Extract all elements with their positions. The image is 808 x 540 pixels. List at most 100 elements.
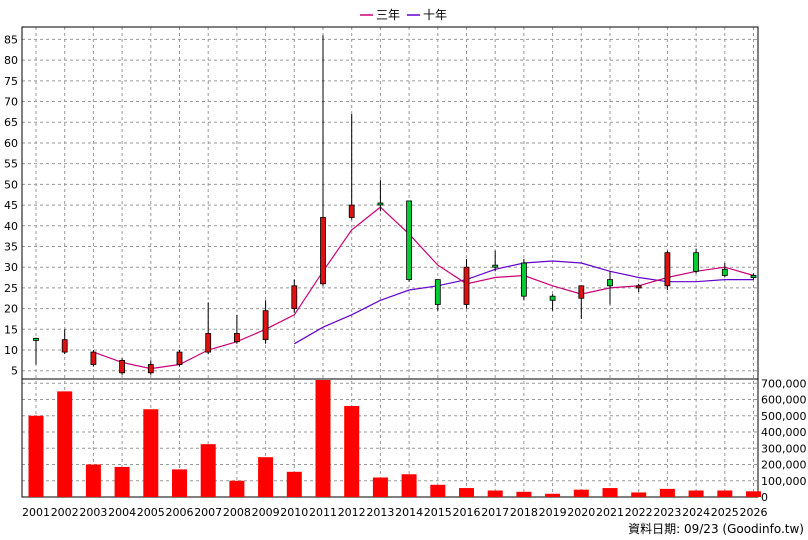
price-tick-label: 5	[11, 365, 18, 378]
year-tick-label: 2018	[510, 506, 538, 519]
year-tick-label: 2003	[79, 506, 107, 519]
volume-bar	[746, 491, 761, 497]
candle-body	[492, 264, 499, 268]
volume-bar	[688, 490, 704, 497]
price-tick-label: 30	[4, 261, 18, 274]
volume-bar	[545, 493, 561, 497]
volume-bar	[401, 474, 417, 497]
year-tick-label: 2013	[366, 506, 394, 519]
candle-2005	[147, 360, 154, 375]
candle-body	[320, 217, 326, 285]
source-note: 資料日期: 09/23 (Goodinfo.tw)	[628, 522, 804, 536]
candlesticks	[33, 35, 757, 375]
year-tick-label: 2019	[539, 506, 567, 519]
candle-body	[521, 262, 527, 297]
volume-tick-label: 600,000	[761, 394, 807, 407]
candle-2018	[521, 258, 527, 301]
volume-tick-label: 500,000	[761, 410, 807, 423]
year-tick-label: 2010	[280, 506, 308, 519]
candle-body	[693, 252, 699, 272]
volume-bar	[200, 444, 216, 497]
year-tick-label: 2026	[740, 506, 768, 519]
legend-ma3-label: 三年	[376, 8, 400, 22]
year-tick-label: 2015	[424, 506, 452, 519]
plot-frame	[21, 26, 759, 498]
price-tick-label: 75	[4, 75, 18, 88]
candle-2006	[176, 350, 183, 367]
price-tick-label: 45	[4, 199, 18, 212]
candle-body	[607, 279, 613, 287]
candle-2016	[463, 258, 470, 309]
candle-2004	[119, 358, 125, 375]
volume-bar	[114, 466, 130, 497]
legend-ma10-label: 十年	[423, 8, 447, 22]
candle-body	[549, 295, 556, 301]
volume-bar	[143, 409, 159, 497]
price-tick-label: 20	[4, 303, 18, 316]
volume-bar	[344, 406, 360, 497]
candle-body	[262, 310, 269, 341]
candle-body	[750, 275, 757, 278]
candle-2021	[607, 271, 613, 305]
volume-bar	[28, 415, 44, 497]
candle-2001	[33, 337, 39, 365]
volume-bar	[631, 492, 647, 497]
year-tick-label: 2024	[682, 506, 710, 519]
candle-body	[463, 266, 470, 305]
candle-2012	[348, 113, 355, 220]
candle-body	[61, 339, 68, 353]
volume-tick-label: 0	[761, 491, 768, 504]
candle-2026	[750, 273, 757, 280]
volume-tick-label: 400,000	[761, 426, 807, 439]
candle-body	[33, 338, 39, 341]
candle-body	[377, 202, 384, 206]
year-tick-label: 2006	[166, 506, 194, 519]
volume-bar	[602, 488, 618, 497]
year-tick-label: 2011	[309, 506, 337, 519]
year-tick-label: 2025	[711, 506, 739, 519]
candle-2024	[693, 248, 699, 274]
price-tick-label: 60	[4, 137, 18, 150]
year-tick-label: 2017	[481, 506, 509, 519]
volume-bar	[659, 488, 675, 497]
candle-body	[635, 285, 642, 289]
price-tick-label: 70	[4, 96, 18, 109]
volume-bar	[717, 490, 733, 497]
price-tick-label: 85	[4, 33, 18, 46]
price-tick-label: 25	[4, 282, 18, 295]
ma3-line	[93, 206, 754, 370]
candle-2008	[233, 314, 240, 344]
year-tick-label: 2023	[653, 506, 681, 519]
price-tick-label: 10	[4, 344, 18, 357]
candle-body	[119, 359, 125, 374]
candle-body	[291, 285, 298, 309]
candle-2020	[578, 285, 585, 319]
candle-2010	[291, 279, 298, 313]
volume-bar	[286, 471, 302, 497]
candle-2014	[406, 200, 413, 282]
volume-bar	[258, 457, 274, 497]
volume-tick-label: 300,000	[761, 442, 807, 455]
legend: 三年 十年	[360, 8, 447, 22]
candle-body	[147, 364, 154, 374]
year-tick-label: 2002	[51, 506, 79, 519]
volume-bar	[229, 480, 245, 497]
candle-body	[205, 333, 212, 353]
year-tick-label: 2020	[567, 506, 595, 519]
volume-bar	[57, 391, 73, 497]
candle-2009	[262, 300, 269, 344]
candle-body	[348, 204, 355, 218]
year-tick-label: 2021	[596, 506, 624, 519]
year-tick-label: 2016	[453, 506, 481, 519]
year-tick-label: 2012	[338, 506, 366, 519]
year-tick-label: 2004	[108, 506, 136, 519]
price-tick-label: 80	[4, 54, 18, 67]
grid	[22, 27, 758, 497]
volume-bar	[372, 477, 388, 497]
year-tick-label: 2009	[252, 506, 280, 519]
volume-bar	[172, 469, 187, 497]
volume-bar	[430, 484, 446, 497]
candle-body	[578, 285, 585, 299]
candle-body	[90, 351, 97, 365]
